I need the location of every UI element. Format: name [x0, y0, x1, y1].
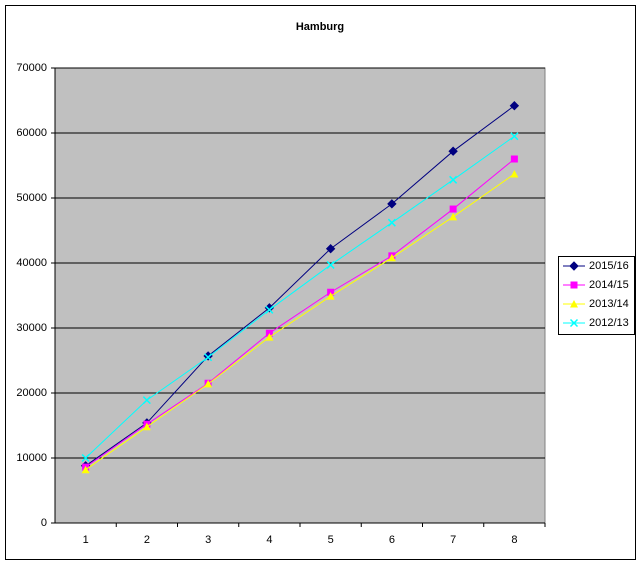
- legend-label: 2012/13: [589, 317, 629, 329]
- plot-area: [54, 67, 546, 524]
- x-tick-label: 1: [83, 534, 89, 546]
- marker: [326, 292, 335, 300]
- legend-box: [558, 256, 635, 335]
- marker: [142, 396, 151, 405]
- marker: [387, 253, 396, 262]
- legend-label: 2013/14: [589, 298, 629, 310]
- x-tick-label: 8: [511, 534, 517, 546]
- y-tick-label: 70000: [16, 62, 47, 74]
- marker: [204, 379, 213, 388]
- marker: [510, 169, 519, 178]
- marker: [569, 318, 579, 328]
- chart-title: Hamburg: [296, 21, 344, 33]
- series-line: [85, 105, 515, 467]
- marker: [570, 300, 578, 308]
- marker: [265, 305, 274, 314]
- x-tick-label: 4: [266, 534, 272, 546]
- marker: [510, 132, 519, 141]
- marker: [510, 155, 518, 163]
- y-tick-label: 0: [41, 517, 47, 529]
- marker: [509, 100, 520, 111]
- marker: [570, 281, 578, 289]
- marker: [569, 261, 579, 271]
- y-tick-label: 60000: [16, 127, 47, 139]
- series-line: [85, 173, 515, 471]
- marker: [265, 333, 274, 341]
- y-tick-label: 40000: [16, 257, 47, 269]
- x-tick-label: 7: [450, 534, 456, 546]
- marker: [449, 175, 458, 184]
- marker: [142, 422, 151, 431]
- marker: [326, 260, 335, 269]
- legend-label: 2014/15: [589, 279, 629, 291]
- y-tick-label: 10000: [16, 452, 47, 464]
- marker: [448, 146, 458, 156]
- x-tick-label: 3: [205, 534, 211, 546]
- marker: [325, 243, 336, 254]
- x-tick-label: 2: [144, 534, 150, 546]
- x-tick-label: 5: [328, 534, 334, 546]
- marker: [449, 205, 457, 213]
- x-tick-label: 6: [389, 534, 395, 546]
- series-line: [85, 135, 515, 459]
- y-tick-label: 50000: [16, 192, 47, 204]
- marker: [81, 453, 90, 463]
- marker: [81, 465, 90, 474]
- y-tick-label: 20000: [16, 387, 47, 399]
- marker: [449, 212, 458, 221]
- legend-label: 2015/16: [589, 260, 629, 272]
- marker: [387, 218, 396, 227]
- y-tick-label: 30000: [16, 322, 47, 334]
- marker: [387, 199, 397, 209]
- marker: [204, 353, 213, 362]
- series-line: [85, 158, 515, 468]
